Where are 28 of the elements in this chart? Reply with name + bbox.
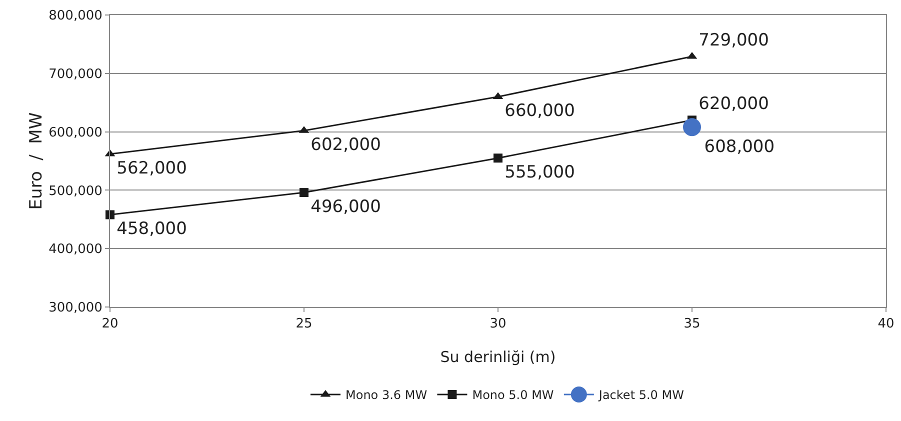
data-label: 562,000 bbox=[116, 158, 187, 178]
x-tick-label: 30 bbox=[490, 316, 506, 332]
y-tick-label: 700,000 bbox=[48, 66, 102, 82]
y-axis-title: Euro / MW bbox=[26, 112, 47, 210]
x-tick-label: 40 bbox=[878, 316, 894, 332]
data-label: 620,000 bbox=[698, 94, 769, 114]
data-label: 496,000 bbox=[310, 196, 381, 217]
y-tick-label: 500,000 bbox=[48, 184, 102, 199]
x-tick-label: 25 bbox=[296, 316, 312, 332]
data-label: 602,000 bbox=[310, 135, 381, 156]
y-tick-label: 300,000 bbox=[48, 300, 102, 316]
data-label: 555,000 bbox=[504, 162, 575, 182]
legend-label: Jacket 5.0 MW bbox=[598, 388, 684, 402]
x-axis-title: Su derinliği (m) bbox=[440, 348, 556, 366]
point bbox=[494, 154, 502, 163]
data-label: 608,000 bbox=[704, 137, 775, 158]
y-tick-label: 400,000 bbox=[48, 242, 102, 258]
point bbox=[300, 188, 308, 198]
data-label: 458,000 bbox=[116, 219, 187, 240]
point bbox=[683, 118, 701, 136]
x-tick-label: 35 bbox=[684, 316, 700, 332]
x-tick-label: 20 bbox=[102, 316, 118, 332]
y-tick-label: 600,000 bbox=[48, 125, 102, 140]
data-label: 660,000 bbox=[504, 101, 575, 122]
legend-label: Mono 5.0 MW bbox=[472, 388, 554, 402]
y-tick-label: 800,000 bbox=[48, 8, 102, 24]
legend-label: Mono 3.6 MW bbox=[346, 388, 428, 402]
data-label: 729,000 bbox=[698, 30, 769, 51]
